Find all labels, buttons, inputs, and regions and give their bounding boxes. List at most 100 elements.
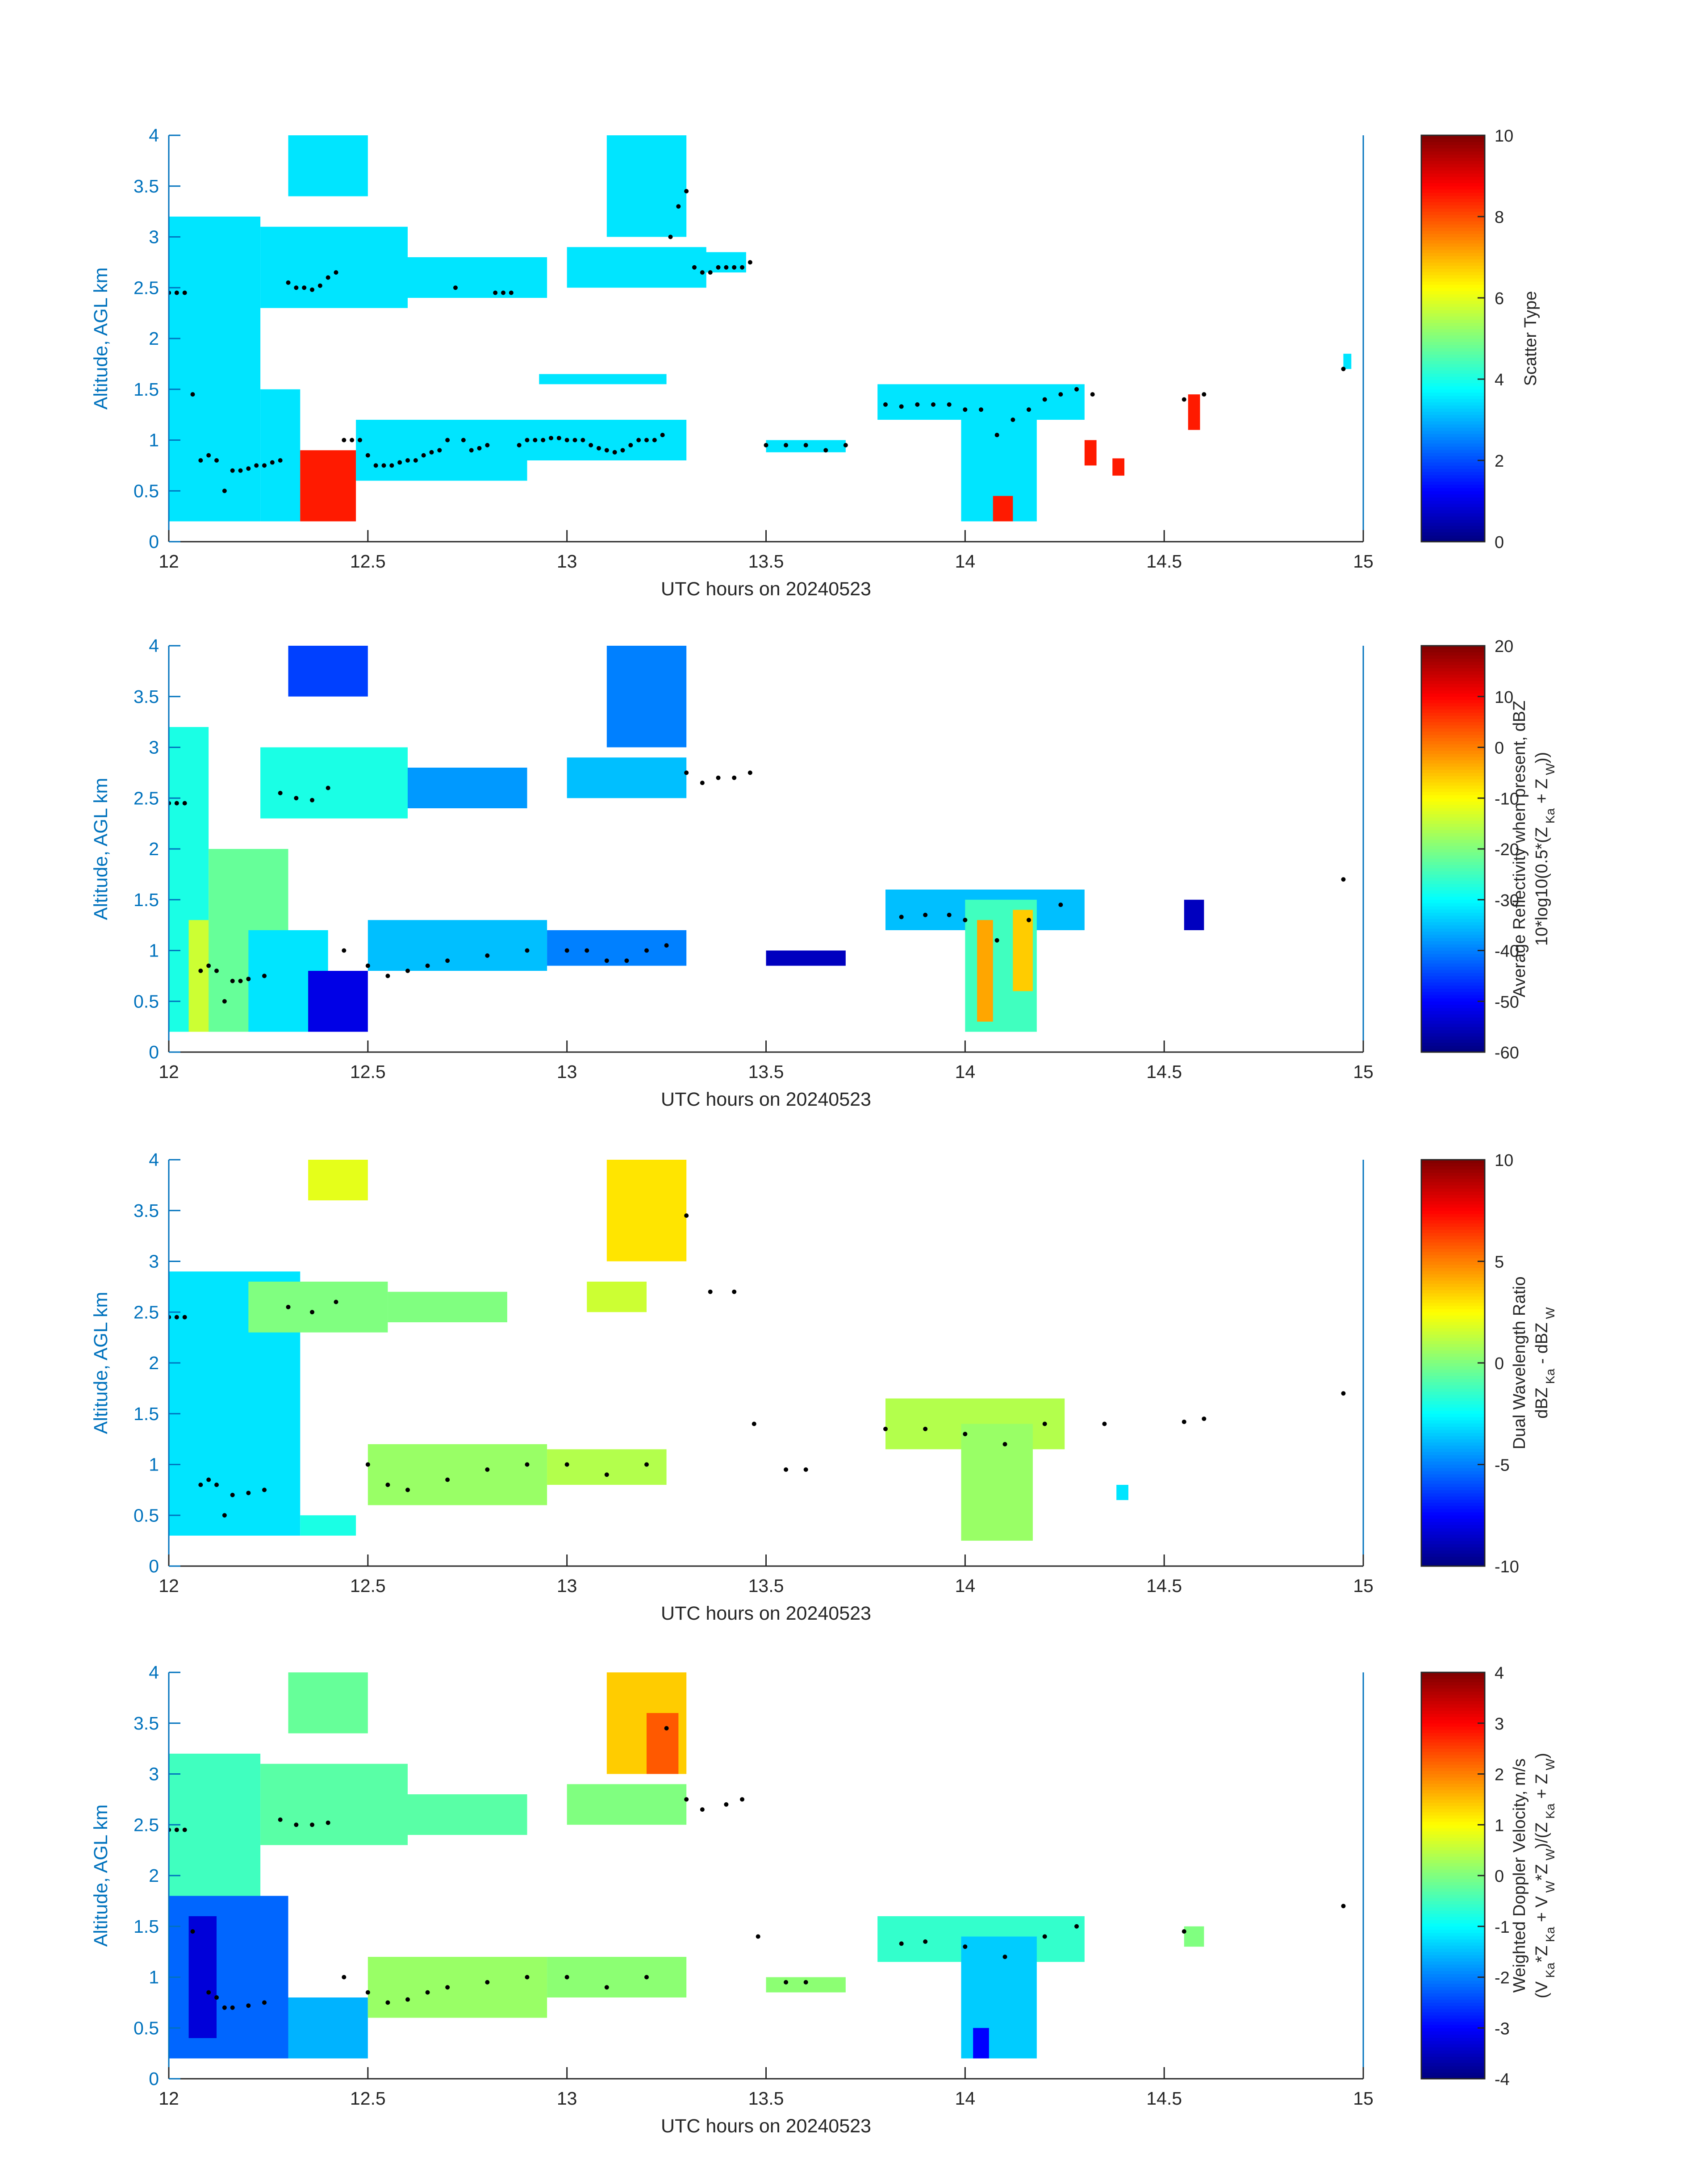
heatmap-cell (408, 257, 547, 298)
y-tick-label: 3.5 (134, 1200, 159, 1221)
colorbar-segment (1421, 221, 1485, 225)
colorbar-segment (1421, 1220, 1485, 1224)
colorbar-segment (1421, 976, 1485, 980)
colorbar-segment (1421, 1986, 1485, 1990)
marker-dot (262, 2000, 267, 2005)
colorbar-segment (1421, 452, 1485, 456)
colorbar-segment (1421, 437, 1485, 441)
colorbar-segment (1421, 1315, 1485, 1319)
colorbar-frame (1420, 134, 1486, 543)
colorbar-segment (1421, 960, 1485, 964)
colorbar-segment (1421, 2012, 1485, 2016)
colorbar-segment (1421, 1882, 1485, 1885)
colorbar-segment (1421, 1429, 1485, 1433)
colorbar-segment (1421, 1039, 1485, 1043)
colorbar-segment (1421, 2040, 1485, 2044)
heatmap-cells (169, 646, 1346, 1032)
marker-dot (294, 796, 299, 801)
marker-dot (501, 290, 505, 295)
colorbar-segment (1421, 1980, 1485, 1984)
marker-dot (585, 948, 589, 953)
colorbar-segment (1421, 485, 1485, 488)
x-axis-label: UTC hours on 20240523 (661, 1603, 871, 1624)
colorbar-segment (1421, 823, 1485, 827)
marker-dot (620, 448, 625, 453)
colorbar-segment (1421, 1923, 1485, 1927)
marker-dot (342, 948, 347, 953)
marker-dot (931, 402, 935, 407)
y-tick-label: 3.5 (134, 686, 159, 707)
colorbar-segment (1421, 915, 1485, 919)
marker-dot (556, 435, 561, 440)
y-tick-label: 0.5 (134, 1505, 159, 1525)
colorbar-segment (1421, 1030, 1485, 1033)
marker-dot (748, 770, 752, 775)
colorbar-segment (1421, 1442, 1485, 1446)
marker-dot (963, 1944, 968, 1949)
colorbar-segment (1421, 253, 1485, 256)
x-tick-label: 14.5 (1146, 551, 1182, 572)
colorbar-segment (1421, 1553, 1485, 1557)
colorbar-segment (1421, 903, 1485, 907)
heatmap-cells (169, 1672, 1346, 2059)
colorbar-segment (1421, 690, 1485, 694)
marker-dot (425, 963, 430, 968)
marker-dot (485, 953, 490, 958)
marker-dot (716, 265, 721, 270)
colorbar-segment (1421, 1751, 1485, 1755)
colorbar-segment (1421, 142, 1485, 145)
colorbar-segment (1421, 389, 1485, 393)
marker-dot (461, 438, 466, 443)
colorbar-segment (1421, 865, 1485, 869)
marker-dot (823, 448, 828, 453)
marker-dot (413, 458, 418, 463)
colorbar-segment (1421, 750, 1485, 754)
colorbar-tick-label: -4 (1495, 2070, 1510, 2089)
colorbar-segment (1421, 1236, 1485, 1240)
heatmap-cell (300, 1515, 356, 1536)
marker-dot (525, 948, 530, 953)
colorbar-segment (1421, 316, 1485, 320)
marker-dot (445, 1477, 450, 1482)
x-tick-label: 15 (1353, 1061, 1374, 1082)
colorbar-segment (1421, 472, 1485, 476)
colorbar-tick-label: 2 (1495, 452, 1504, 471)
colorbar-tick-label: -10 (1495, 1558, 1519, 1576)
colorbar-segment (1421, 1353, 1485, 1357)
heatmap-cells (169, 135, 1352, 522)
colorbar-segment (1421, 1195, 1485, 1198)
colorbar-segment (1421, 1175, 1485, 1179)
colorbar-segment (1421, 738, 1485, 741)
colorbar-segment (1421, 744, 1485, 748)
y-tick-label: 2 (149, 1353, 159, 1373)
colorbar-segment (1421, 1717, 1485, 1721)
marker-dot (947, 402, 952, 407)
x-tick-label: 13 (557, 1575, 577, 1596)
colorbar-segment (1421, 1007, 1485, 1011)
colorbar-segment (1421, 2028, 1485, 2031)
colorbar-segment (1421, 1768, 1485, 1771)
colorbar-segment (1421, 1805, 1485, 1809)
colorbar-segment (1421, 2043, 1485, 2047)
colorbar-segment (1421, 919, 1485, 923)
marker-dot (509, 290, 514, 295)
colorbar-segment (1421, 1834, 1485, 1838)
heatmap-cell (300, 450, 356, 522)
marker-dot (286, 1304, 291, 1309)
y-tick-label: 2.5 (134, 788, 159, 808)
y-tick-label: 3 (149, 737, 159, 758)
marker-dot (784, 1467, 789, 1472)
colorbar-segment (1421, 953, 1485, 957)
marker-dot (206, 1477, 211, 1482)
colorbar-segment (1421, 1929, 1485, 1933)
heatmap-cell (1013, 910, 1033, 991)
colorbar-segment (1421, 788, 1485, 792)
colorbar-segment (1421, 1672, 1485, 1676)
colorbar-segment (1421, 661, 1485, 665)
y-tick-label: 1 (149, 430, 159, 451)
colorbar-segment (1421, 348, 1485, 352)
y-tick-label: 2 (149, 839, 159, 859)
colorbar-segment (1421, 1786, 1485, 1790)
colorbar-segment (1421, 1528, 1485, 1532)
colorbar-segment (1421, 392, 1485, 396)
